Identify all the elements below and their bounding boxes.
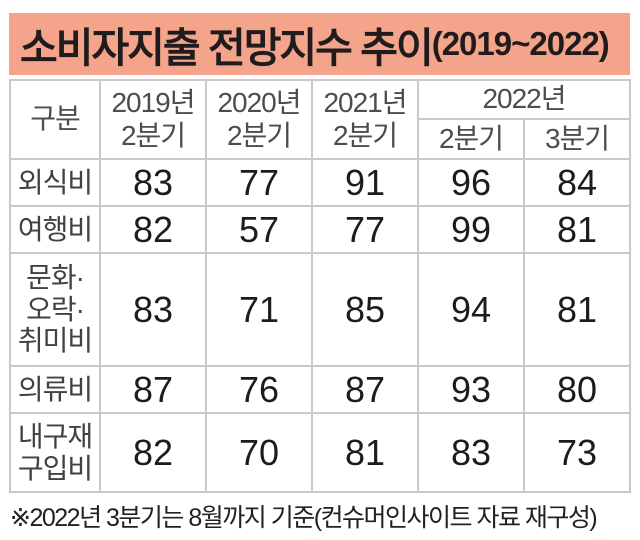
value-cell: 85 [311,252,419,367]
year-header-2019: 2019년 2분기 [99,79,207,160]
value-cell: 71 [205,252,313,367]
value-cell: 80 [523,365,631,414]
value-cell: 81 [311,412,419,493]
value-cell: 93 [417,365,525,414]
subheader-2022-q2: 2분기 [417,118,525,160]
header-row-2: 2분기 3분기 [10,118,631,160]
row-label: 의류비 [9,365,101,414]
table-row-dining-out: 외식비 83 77 91 96 84 [9,158,631,207]
value-cell: 81 [523,252,631,367]
row-label: 문화· 오락· 취미비 [9,252,101,367]
table-row-durable-goods: 내구재 구입비 82 70 81 83 73 [9,412,631,493]
table-row-clothing: 의류비 87 76 87 93 80 [9,365,631,414]
value-cell: 73 [523,412,631,493]
consumer-spending-index-table: 구분 2019년 2분기 2020년 2분기 2021년 2분기 2022년 2… [9,79,631,493]
value-cell: 99 [417,205,525,254]
value-cell: 96 [417,158,525,207]
row-label: 여행비 [9,205,101,254]
value-cell: 83 [99,158,207,207]
header-row-1: 구분 2019년 2분기 2020년 2분기 2021년 2분기 2022년 [9,79,631,160]
value-cell: 77 [205,158,313,207]
table-row-culture-leisure-hobby: 문화· 오락· 취미비 83 71 85 94 81 [9,252,631,367]
value-cell: 70 [205,412,313,493]
value-cell: 91 [311,158,419,207]
subheader-2022-q3: 3분기 [523,118,631,160]
year-header-2021: 2021년 2분기 [311,79,419,160]
title-bar: 소비자지출 전망지수 추이 (2019~2022) [9,13,630,75]
value-cell: 77 [311,205,419,254]
value-cell: 57 [205,205,313,254]
corner-header-cell: 구분 [9,79,101,160]
page-title: 소비자지출 전망지수 추이 [20,25,434,71]
value-cell: 82 [99,205,207,254]
value-cell: 76 [205,365,313,414]
value-cell: 87 [311,365,419,414]
table-row-travel: 여행비 82 57 77 99 81 [9,205,631,254]
value-cell: 84 [523,158,631,207]
value-cell: 82 [99,412,207,493]
title-year-range: (2019~2022) [431,25,610,62]
row-label: 외식비 [9,158,101,207]
year-header-2022-group: 2022년 [417,79,631,120]
value-cell: 83 [99,252,207,367]
value-cell: 83 [417,412,525,493]
value-cell: 87 [99,365,207,414]
footnote: ※2022년 3분기는 8월까지 기준(컨슈머인사이트 자료 재구성) [10,504,598,532]
value-cell: 94 [417,252,525,367]
value-cell: 81 [523,205,631,254]
year-header-2020: 2020년 2분기 [205,79,313,160]
row-label: 내구재 구입비 [9,412,101,493]
